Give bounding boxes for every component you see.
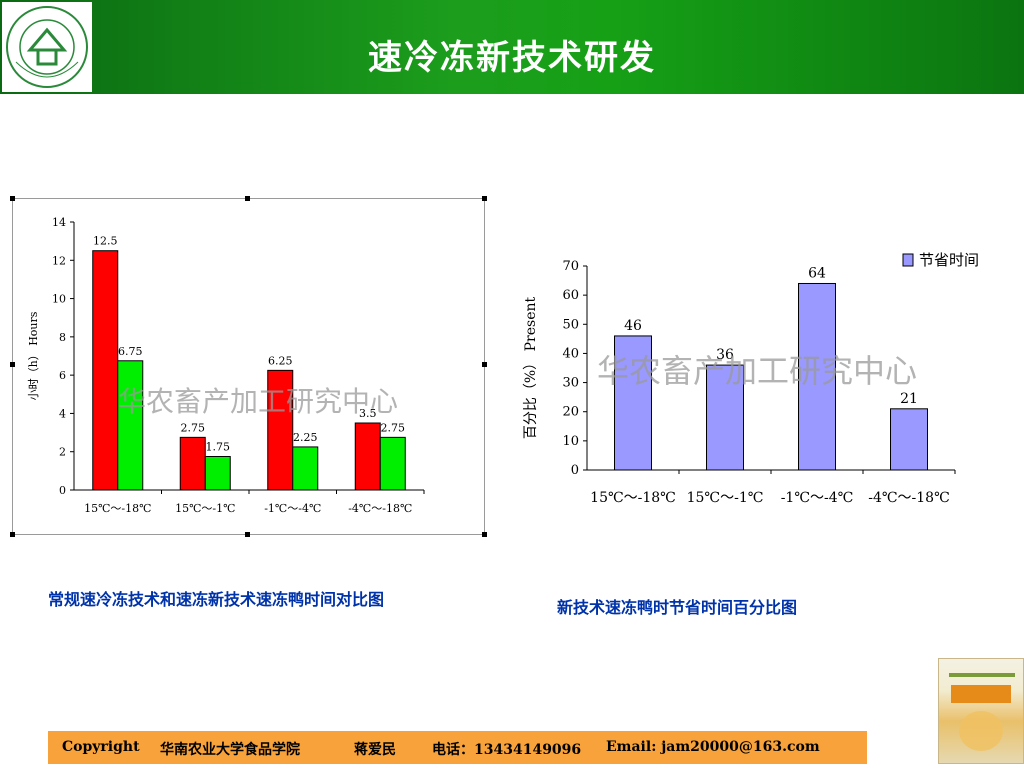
right-chart-caption: 新技术速冻鸭时节省时间百分比图 xyxy=(557,598,798,617)
bar xyxy=(354,422,381,491)
left-chart-caption: 常规速冷冻技术和速冻新技术速冻鸭时间对比图 xyxy=(48,590,385,609)
bar xyxy=(204,456,231,491)
legend-swatch xyxy=(902,253,914,267)
x-tick-label: 15℃～-18℃ xyxy=(84,502,151,515)
x-tick-label: 15℃～-1℃ xyxy=(687,490,764,506)
book-cover-icon xyxy=(938,658,1024,764)
data-label: 6.25 xyxy=(268,354,293,367)
footer-copyright: Copyright xyxy=(62,739,140,755)
frame-handle xyxy=(10,362,15,367)
data-label: 46 xyxy=(624,318,642,334)
bar xyxy=(179,436,206,491)
footer-person: 蒋爱民 xyxy=(354,742,396,758)
watermark-text: 华农畜产加工研究中心 xyxy=(597,352,917,390)
frame-handle xyxy=(245,196,250,201)
header-banner: 速冷冻新技术研发 xyxy=(0,0,1024,94)
bar xyxy=(379,436,406,491)
bar xyxy=(92,250,119,491)
y-tick-label: 2 xyxy=(59,446,66,459)
y-tick-label: 10 xyxy=(52,293,66,306)
x-tick-label: 15℃～-18℃ xyxy=(590,490,676,506)
y-tick-label: 60 xyxy=(562,288,579,303)
x-tick-label: -4℃～-18℃ xyxy=(348,502,412,515)
data-label: 6.75 xyxy=(118,345,143,358)
frame-handle xyxy=(10,196,15,201)
bar xyxy=(117,360,144,491)
data-label: 2.75 xyxy=(181,421,206,434)
frame-handle xyxy=(482,362,487,367)
y-tick-label: 30 xyxy=(562,376,579,391)
watermark-text: 华农畜产加工研究中心 xyxy=(118,385,398,418)
data-label: 36 xyxy=(716,347,734,363)
y-tick-label: 0 xyxy=(571,463,579,478)
y-axis-label: 百分比（%） Present xyxy=(523,296,539,439)
bar xyxy=(890,408,928,471)
data-label: 3.5 xyxy=(359,407,377,420)
bar xyxy=(267,369,294,491)
frame-handle xyxy=(10,532,15,537)
y-tick-label: 20 xyxy=(562,405,579,420)
data-label: 1.75 xyxy=(206,441,231,454)
frame-handle xyxy=(482,532,487,537)
x-tick-label: -1℃～-4℃ xyxy=(264,502,321,515)
y-tick-label: 0 xyxy=(59,484,66,497)
y-tick-label: 8 xyxy=(59,331,66,344)
data-label: 2.75 xyxy=(381,421,406,434)
data-label: 2.25 xyxy=(293,431,318,444)
frame-handle xyxy=(482,196,487,201)
page-title: 速冷冻新技术研发 xyxy=(368,38,656,78)
bar xyxy=(292,446,319,491)
bar xyxy=(614,335,652,471)
y-tick-label: 10 xyxy=(562,434,579,449)
left-bar-chart: 0 2 4 6 8 10 12 14 小时（h） Hours 15℃～-18℃ 15℃～-1℃ -1℃… xyxy=(27,216,425,515)
x-tick-label: -1℃～-4℃ xyxy=(781,490,854,506)
y-tick-label: 6 xyxy=(59,369,66,382)
left-chart-frame xyxy=(10,196,487,537)
x-tick-label: 15℃～-1℃ xyxy=(175,502,235,515)
y-axis-label: 小时（h） Hours xyxy=(27,311,40,400)
data-label: 64 xyxy=(808,265,826,281)
y-tick-label: 40 xyxy=(562,346,579,361)
right-bar-chart: 0 10 20 30 40 50 60 70 百分比（%） Present 15℃～-18℃ 15℃… xyxy=(523,251,979,506)
bar xyxy=(798,282,836,471)
x-tick-label: -4℃～-18℃ xyxy=(868,490,950,506)
footer-email: Email: jam20000@163.com xyxy=(606,739,820,755)
frame-handle xyxy=(245,532,250,537)
y-tick-label: 12 xyxy=(52,254,66,267)
y-tick-label: 70 xyxy=(562,259,579,274)
footer-school: 华南农业大学食品学院 xyxy=(160,742,300,758)
y-tick-label: 50 xyxy=(562,317,579,332)
university-seal-icon xyxy=(2,2,92,92)
y-tick-label: 4 xyxy=(59,407,66,420)
legend-label: 节省时间 xyxy=(919,251,979,269)
y-tick-label: 14 xyxy=(52,216,66,229)
bar xyxy=(706,364,744,471)
footer-phone: 电话：13434149096 xyxy=(432,742,582,758)
data-label: 12.5 xyxy=(93,235,118,248)
data-label: 21 xyxy=(900,391,918,407)
footer-bar: Copyright 华南农业大学食品学院 蒋爱民 电话：13434149096 … xyxy=(48,731,867,764)
